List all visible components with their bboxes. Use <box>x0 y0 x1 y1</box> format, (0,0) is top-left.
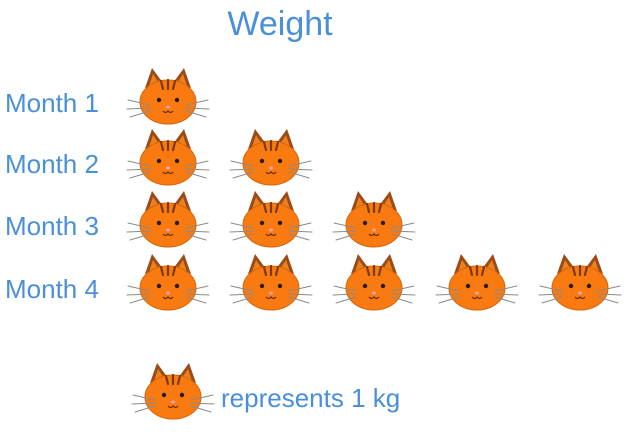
category-label: Month 1 <box>5 88 99 118</box>
row-month-2: Month 2 <box>5 127 314 187</box>
cat-face-icon <box>125 127 211 187</box>
key-text: represents 1 kg <box>221 383 400 413</box>
category-label: Month 4 <box>5 274 99 304</box>
cat-face-icon <box>331 252 417 312</box>
cat-face-icon <box>125 66 211 126</box>
cat-face-icon <box>125 189 211 249</box>
cat-face-icon <box>228 252 314 312</box>
row-month-4: Month 4 <box>5 252 623 312</box>
chart-title: Weight <box>227 5 333 43</box>
cat-face-icon <box>331 189 417 249</box>
cat-face-icon <box>125 252 211 312</box>
cat-face-icon <box>537 252 623 312</box>
row-month-1: Month 1 <box>5 66 211 126</box>
key-cat-face-icon <box>130 361 216 421</box>
pictograph-rows: Month 1 Month 2 Month 3 Month 4 <box>5 66 623 312</box>
pictograph-key: represents 1 kg <box>130 361 400 421</box>
cat-face-icon <box>228 189 314 249</box>
category-label: Month 3 <box>5 211 99 241</box>
category-label: Month 2 <box>5 149 99 179</box>
row-month-3: Month 3 <box>5 189 417 249</box>
cat-face-icon <box>228 127 314 187</box>
cat-face-icon <box>434 252 520 312</box>
